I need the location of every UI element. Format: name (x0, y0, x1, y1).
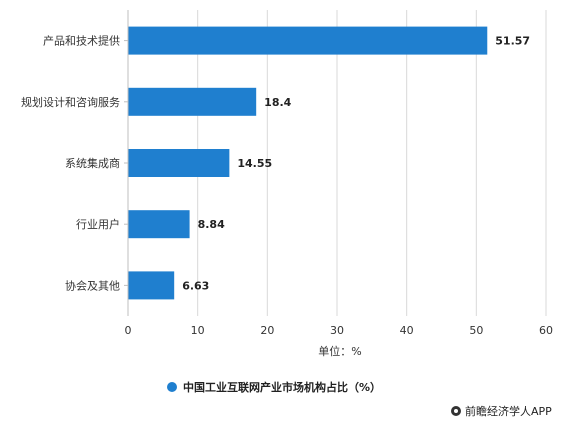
source-logo-icon-inner (454, 409, 458, 413)
bar-2 (128, 149, 230, 177)
value-label-2: 14.55 (237, 157, 272, 170)
value-label-1: 18.4 (264, 96, 291, 109)
bars (128, 26, 488, 300)
value-label-4: 6.63 (182, 279, 209, 292)
bar-3 (128, 210, 190, 239)
legend-entry: 中国工业互联网产业市场机构占比（%） (183, 380, 381, 394)
x-tick-label-3: 30 (330, 324, 344, 337)
value-label-0: 51.57 (495, 35, 530, 48)
bar-1 (128, 87, 257, 116)
bar-4 (128, 271, 175, 300)
x-tick-label-2: 20 (260, 324, 274, 337)
category-label-2: 系统集成商 (65, 156, 120, 170)
x-axis-unit-label: 单位：% (318, 344, 361, 358)
source-credit: 前瞻经济学人APP (451, 404, 552, 418)
category-label-3: 行业用户 (76, 217, 120, 231)
bar-0 (128, 26, 488, 55)
legend: 中国工业互联网产业市场机构占比（%） (167, 380, 381, 394)
grid-lines (127, 10, 547, 316)
category-label-4: 协会及其他 (65, 278, 120, 292)
x-tick-label-4: 40 (400, 324, 414, 337)
category-label-1: 规划设计和咨询服务 (21, 95, 120, 109)
legend-marker (167, 382, 177, 392)
x-tick-label-0: 0 (125, 324, 132, 337)
category-label-0: 产品和技术提供 (43, 34, 120, 48)
x-tick-label-6: 60 (539, 324, 553, 337)
source-text: 前瞻经济学人APP (465, 404, 552, 418)
axes (124, 10, 129, 316)
value-label-3: 8.84 (198, 218, 225, 231)
x-tick-label-1: 10 (191, 324, 205, 337)
labels: 0 10 20 30 40 50 60 产品和技术提供 51.57 规划设计和咨询服务 18.4 系统… (21, 34, 553, 337)
x-tick-label-5: 50 (469, 324, 483, 337)
